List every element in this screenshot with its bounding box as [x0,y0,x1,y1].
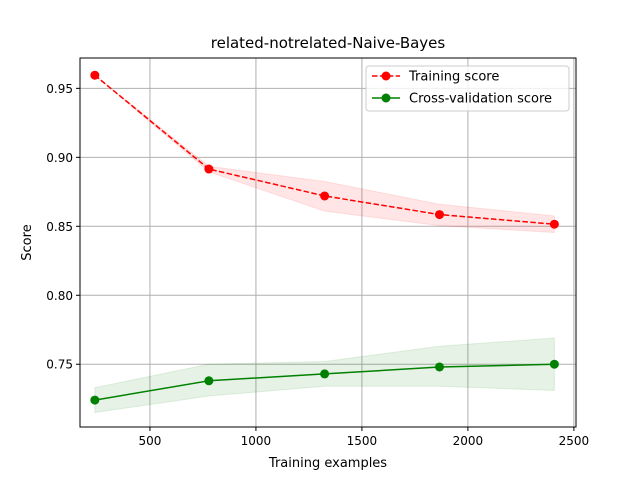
series-1-point [434,362,444,372]
x-axis-ticks: 500 1000 1500 2000 2500 [138,427,589,448]
series-markers [90,70,559,405]
legend-label-0: Training score [408,70,499,85]
y-tick-label: 0.95 [46,82,73,96]
plot-area-frame [79,57,577,428]
y-tick-label: 0.75 [46,358,73,372]
x-tick-label: 2500 [559,434,590,448]
x-tick-label: 2000 [453,434,484,448]
series-0-point [90,70,100,80]
chart-title: related-notrelated-Naive-Bayes [211,34,446,52]
y-tick-label: 0.85 [46,220,73,234]
x-axis-label: Training examples [268,456,387,471]
series-1-point [90,395,100,405]
x-tick-label: 500 [138,434,161,448]
y-axis-ticks: 0.75 0.80 0.85 0.90 0.95 [46,82,80,372]
series-0-line [94,74,555,225]
legend-marker-1 [381,93,391,103]
series-0-point [204,164,214,174]
legend-label-1: Cross-validation score [409,92,552,107]
legend-marker-0 [381,71,391,81]
series-0-point [320,191,330,201]
legend-box [365,65,570,112]
y-axis-label: Score [20,224,35,260]
legend: Training score Cross-validation score [365,65,570,112]
y-tick-label: 0.80 [46,289,73,303]
series-1-point [320,369,330,379]
series-0-point [549,219,559,229]
x-tick-label: 1500 [347,434,378,448]
x-tick-label: 1000 [241,434,272,448]
series-1-point [549,359,559,369]
y-tick-label: 0.90 [46,151,73,165]
series-0-point [434,210,444,220]
series-1-point [204,376,214,386]
